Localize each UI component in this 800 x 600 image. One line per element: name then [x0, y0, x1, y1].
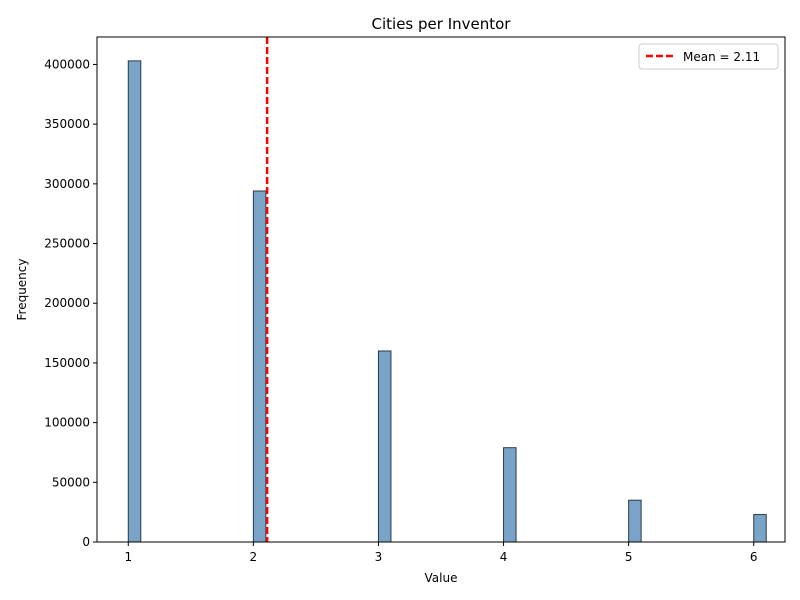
plot-area-frame [96, 36, 786, 543]
x-tick-label: 6 [750, 550, 758, 564]
legend-mean-label: Mean = 2.11 [683, 50, 760, 64]
bars-group [127, 60, 767, 543]
y-axis-ticks: 0 50000 100000 150000 200000 250000 300000 3500… [44, 57, 97, 549]
legend-box [638, 43, 779, 70]
y-tick-label: 100000 [44, 416, 90, 430]
y-tick-label: 400000 [44, 57, 90, 71]
x-axis-ticks: 1 2 3 4 5 6 [124, 542, 758, 564]
bar-value-1 [127, 60, 142, 543]
x-tick-label: 1 [124, 550, 132, 564]
x-tick-label: 4 [500, 550, 508, 564]
bar-value-4 [503, 447, 517, 543]
y-tick-label: 350000 [44, 117, 90, 131]
x-tick-label: 2 [250, 550, 258, 564]
x-axis-label: Value [425, 571, 458, 585]
y-tick-label: 200000 [44, 296, 90, 310]
chart-title: Cities per Inventor [372, 15, 512, 33]
x-tick-label: 5 [625, 550, 633, 564]
bar-value-3 [377, 350, 392, 543]
y-tick-label: 150000 [44, 356, 90, 370]
y-tick-label: 300000 [44, 177, 90, 191]
bar-value-2 [252, 190, 267, 543]
bar-value-6 [753, 514, 767, 543]
bar-value-5 [628, 499, 642, 543]
y-axis-label: Frequency [15, 259, 29, 321]
y-tick-label: 50000 [52, 475, 90, 489]
y-tick-label: 0 [82, 535, 90, 549]
x-tick-label: 3 [375, 550, 383, 564]
legend: Mean = 2.11 [638, 43, 779, 70]
y-tick-label: 250000 [44, 237, 90, 251]
